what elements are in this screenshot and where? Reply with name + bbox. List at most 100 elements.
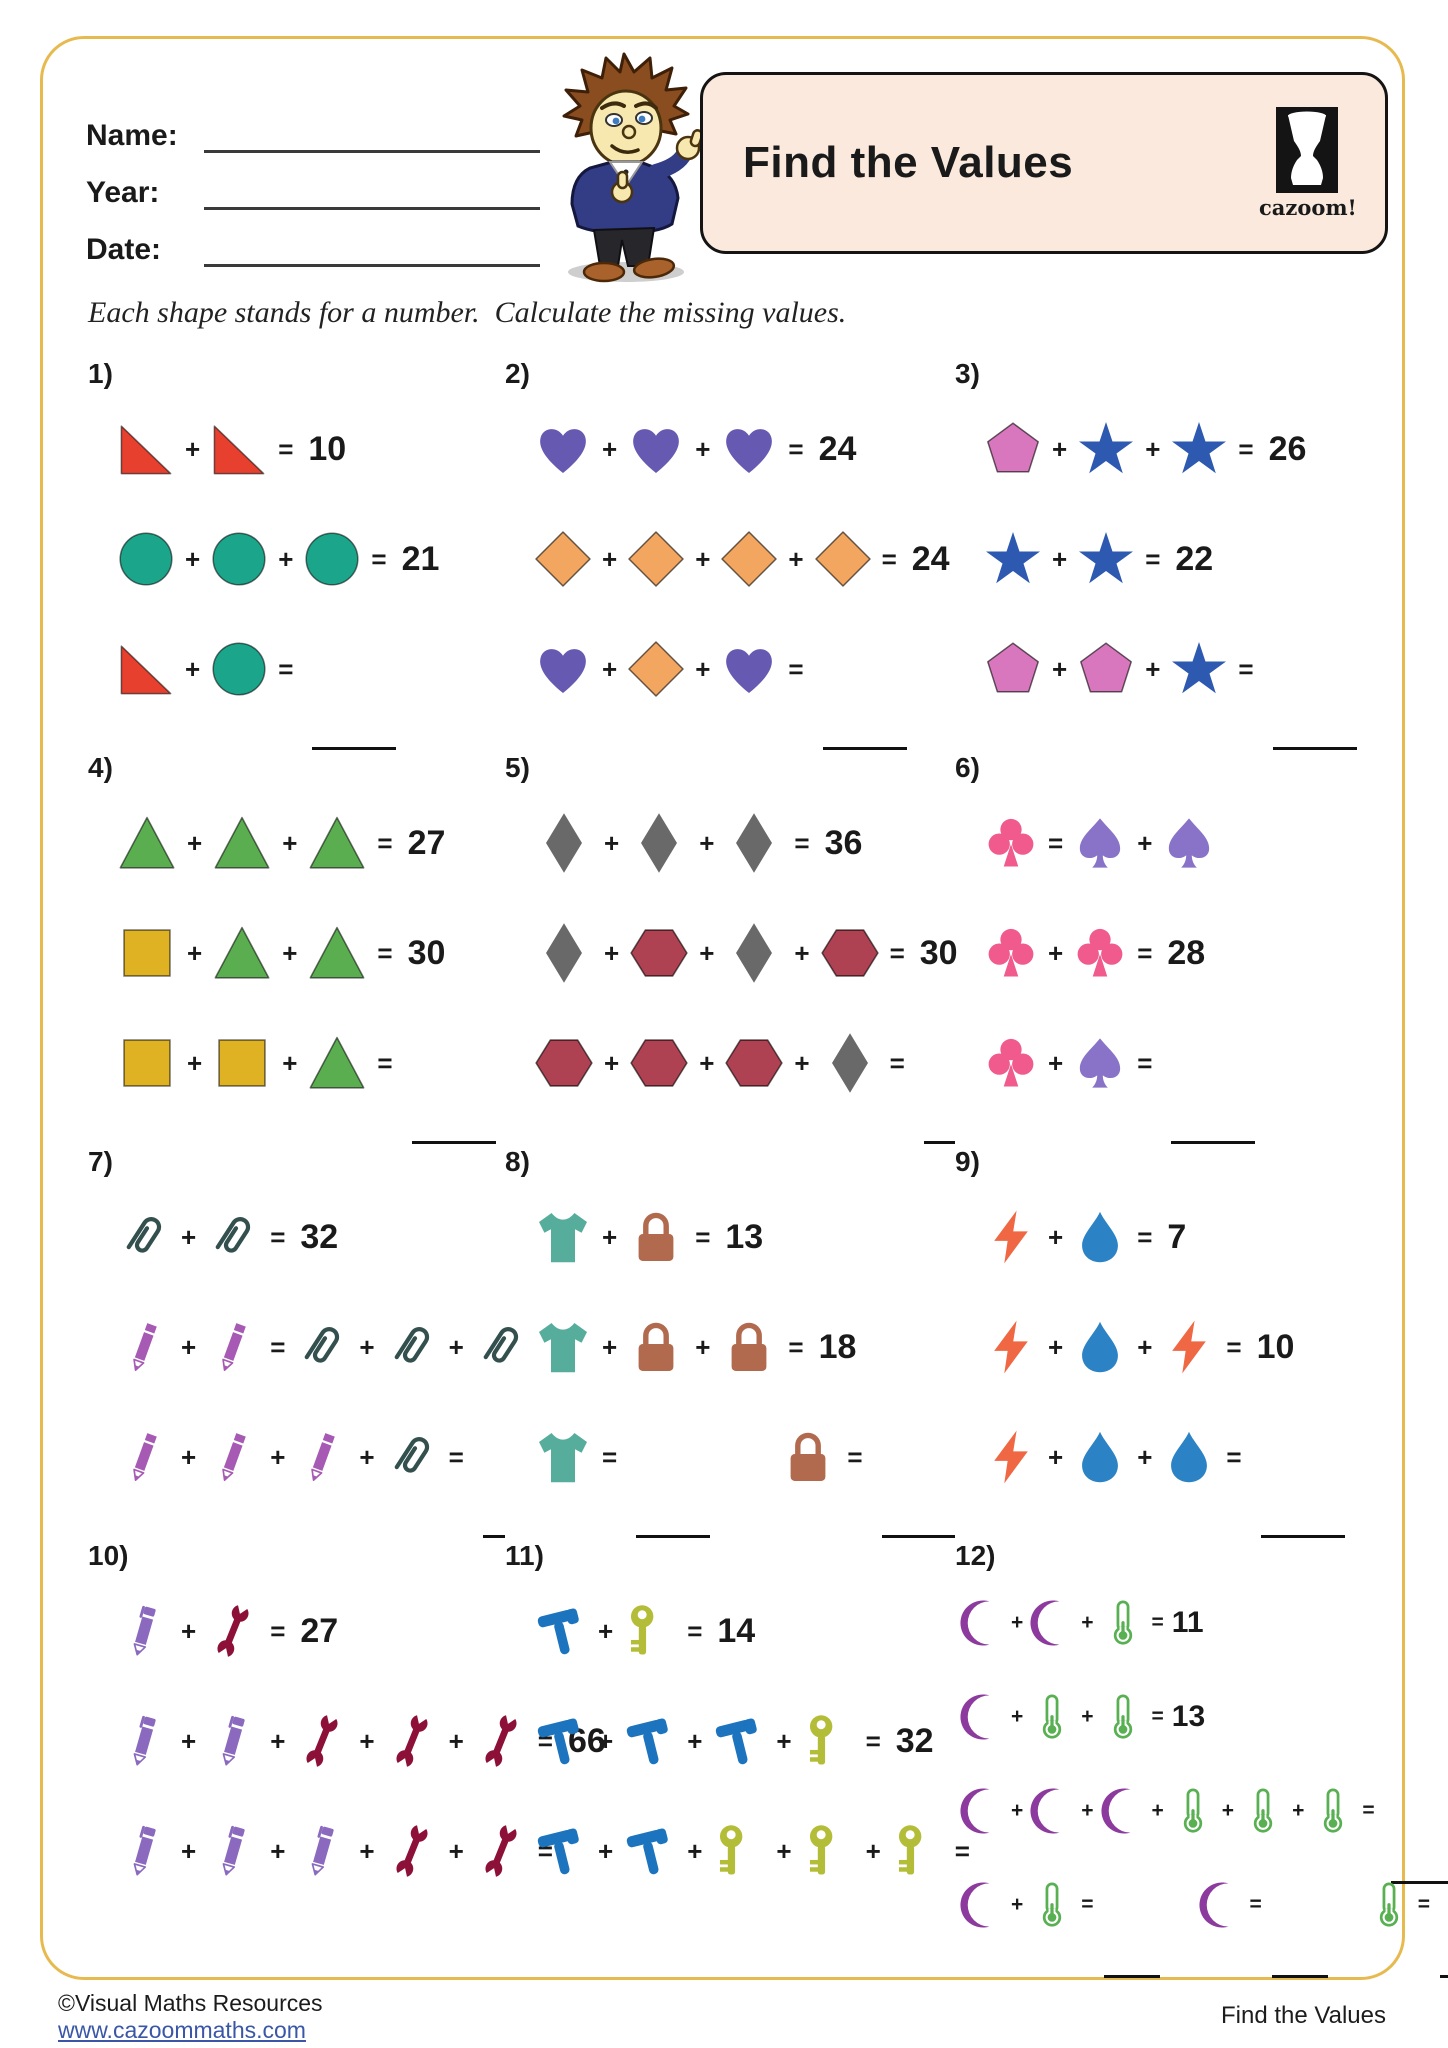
equation-value: 13 (1171, 1700, 1206, 1733)
purple-pen-icon (294, 1823, 350, 1879)
equation-row: + = 27 (88, 1576, 505, 1686)
equation-row: + = 28 (955, 898, 1448, 1008)
olive-key-icon (890, 1823, 946, 1879)
teal-tshirt-icon (533, 1317, 593, 1377)
answer-blank[interactable] (1390, 1851, 1448, 1884)
equals-operator: = (687, 1615, 703, 1646)
equals-operator: = (1238, 433, 1254, 464)
plus-operator: + (1048, 1441, 1064, 1472)
purple-moon-icon (959, 1694, 1005, 1740)
orange-bolt-icon (983, 1209, 1039, 1265)
plus-operator: + (1011, 1611, 1024, 1634)
plus-operator: + (604, 937, 620, 968)
answer-blank[interactable] (1171, 1111, 1256, 1144)
cazoommaths-link[interactable]: www.cazoommaths.com (58, 2017, 306, 2043)
equation-row: + + = (955, 614, 1448, 750)
equation-row: + + = 13 (955, 1670, 1448, 1764)
equation-value: 10 (308, 429, 347, 468)
equation-row: + + = (955, 1402, 1448, 1538)
brown-lock-icon (626, 1317, 686, 1377)
answer-blank[interactable] (923, 1111, 955, 1144)
equals-operator: = (1151, 1705, 1164, 1728)
green-triangle-icon (306, 922, 368, 984)
plus-operator: + (794, 1047, 810, 1078)
plus-operator: + (602, 543, 618, 574)
equation-row: + = = = (955, 1858, 1448, 1978)
plus-operator: + (1081, 1611, 1094, 1634)
date-line[interactable] (204, 224, 540, 267)
plus-operator: + (282, 1047, 298, 1078)
plus-operator: + (282, 937, 298, 968)
purple-spade-icon (1161, 815, 1217, 871)
equals-operator: = (1238, 653, 1254, 684)
olive-key-icon (801, 1823, 857, 1879)
purple-moon-icon (1029, 1788, 1075, 1834)
blue-drop-icon (1072, 1429, 1128, 1485)
plus-operator: + (1151, 1799, 1164, 1822)
equals-operator: = (1362, 1799, 1375, 1822)
problem-number: 7) (88, 1146, 113, 1177)
plus-operator: + (1137, 827, 1153, 858)
equals-operator: = (788, 1331, 804, 1362)
equation-row: + + = 24 (505, 394, 955, 504)
answer-blank[interactable] (1103, 1945, 1160, 1978)
copyright-text: ©Visual Maths Resources (58, 1990, 323, 2016)
maroon-wrench-icon (384, 1823, 440, 1879)
plus-operator: + (598, 1835, 614, 1866)
answer-blank[interactable] (1271, 1945, 1328, 1978)
blue-hammer-icon (622, 1823, 678, 1879)
equals-operator: = (371, 543, 387, 574)
problem-number: 11) (505, 1540, 544, 1571)
problem-7: 7) + = 32 + = + + + + + = (88, 1140, 505, 1538)
plus-operator: + (270, 1835, 286, 1866)
plus-operator: + (1011, 1799, 1024, 1822)
teal-tshirt-icon (533, 1207, 593, 1267)
name-line[interactable] (204, 110, 540, 153)
equals-operator: = (794, 827, 810, 858)
plus-operator: + (604, 1047, 620, 1078)
equation-row: + + = 36 (505, 788, 955, 898)
equation-row: + + = 11 (955, 1576, 1448, 1670)
answer-blank[interactable] (822, 717, 907, 750)
answer-blank[interactable] (636, 1505, 710, 1538)
pink-pentagon-icon (1076, 639, 1136, 699)
equals-operator: = (270, 1615, 286, 1646)
plus-operator: + (181, 1221, 197, 1252)
answer-blank[interactable] (1272, 717, 1357, 750)
paperclip-icon (205, 1209, 261, 1265)
purple-moon-icon (1029, 1600, 1075, 1646)
blue-hammer-icon (533, 1823, 589, 1879)
equation-row: + + + = 32 (505, 1686, 955, 1796)
blue-hammer-icon (711, 1713, 767, 1769)
red-hexagon-icon (819, 922, 881, 984)
answer-blank[interactable] (411, 1111, 496, 1144)
equation-row: + = 13 (505, 1182, 955, 1292)
blue-star-icon (1076, 419, 1136, 479)
equation-value: 30 (407, 933, 446, 972)
equals-operator: = (1151, 1611, 1164, 1634)
plus-operator: + (776, 1835, 792, 1866)
equation-value: 27 (300, 1611, 339, 1650)
equation-row: = + (955, 788, 1448, 898)
answer-blank[interactable] (1260, 1505, 1345, 1538)
plus-operator: + (185, 653, 201, 684)
plus-operator: + (695, 433, 711, 464)
equation-value: 18 (818, 1327, 857, 1366)
title-box: Find the Values cazoom! (700, 72, 1388, 254)
equation-row: + = 14 (505, 1576, 955, 1686)
blue-hammer-icon (533, 1603, 589, 1659)
plus-operator: + (1081, 1799, 1094, 1822)
plus-operator: + (598, 1615, 614, 1646)
answer-blank[interactable] (881, 1505, 955, 1538)
equals-operator: = (954, 1835, 970, 1866)
answer-blank[interactable] (1440, 1945, 1448, 1978)
equation-value: 10 (1256, 1327, 1295, 1366)
brown-lock-icon (719, 1317, 779, 1377)
paperclip-icon (116, 1209, 172, 1265)
equation-row: + + = 26 (955, 394, 1448, 504)
pink-club-icon (983, 815, 1039, 871)
answer-blank[interactable] (312, 717, 397, 750)
answer-blank[interactable] (482, 1505, 505, 1538)
year-line[interactable] (204, 167, 540, 210)
pink-club-icon (1072, 925, 1128, 981)
